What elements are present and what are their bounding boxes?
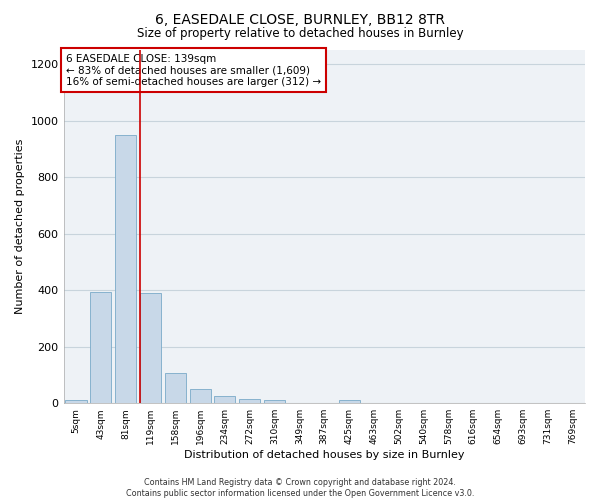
- Bar: [264, 400, 285, 403]
- Text: Size of property relative to detached houses in Burnley: Size of property relative to detached ho…: [137, 28, 463, 40]
- Bar: [239, 399, 260, 403]
- Bar: [65, 400, 86, 403]
- Bar: [190, 388, 211, 403]
- Text: 6, EASEDALE CLOSE, BURNLEY, BB12 8TR: 6, EASEDALE CLOSE, BURNLEY, BB12 8TR: [155, 12, 445, 26]
- Bar: [90, 292, 112, 403]
- Bar: [115, 135, 136, 403]
- Bar: [214, 396, 235, 403]
- Bar: [140, 293, 161, 403]
- Bar: [338, 400, 359, 403]
- Y-axis label: Number of detached properties: Number of detached properties: [15, 139, 25, 314]
- Text: Contains HM Land Registry data © Crown copyright and database right 2024.
Contai: Contains HM Land Registry data © Crown c…: [126, 478, 474, 498]
- Text: 6 EASEDALE CLOSE: 139sqm
← 83% of detached houses are smaller (1,609)
16% of sem: 6 EASEDALE CLOSE: 139sqm ← 83% of detach…: [66, 54, 321, 86]
- X-axis label: Distribution of detached houses by size in Burnley: Distribution of detached houses by size …: [184, 450, 464, 460]
- Bar: [165, 372, 186, 403]
